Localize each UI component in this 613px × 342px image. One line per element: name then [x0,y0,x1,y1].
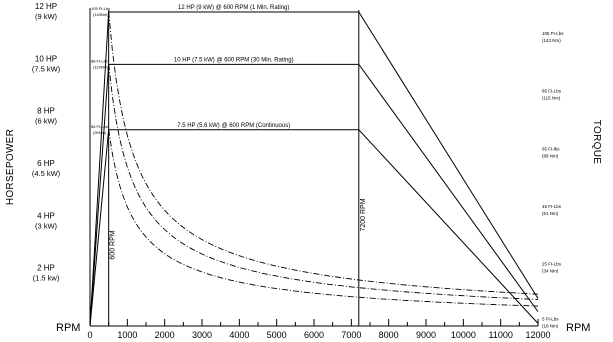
left-tick-kw-label: (4.5 kW) [32,169,61,178]
rpm-marker-group: 600 RPM 7200 RPM [108,10,367,326]
right-tick-group: 5 Ft-Lbs (18 Nm) 25 Ft-Lbs (34 Nm) 45 Ft-Lbs… [542,31,564,328]
series-label-group: 12 HP (9 kW) @ 600 RPM (1 Min. Rating) 10… [91,5,294,135]
right-tick-torque-label: 85 Ft-Lbs [542,89,562,94]
right-tick-torque-label: 65 Ft-lbs [542,146,560,151]
torque-peak-sublabel: (143Nm) [93,12,109,17]
right-tick-nm-label: (34 Nm) [542,268,559,273]
x-tick-label: 7000 [341,330,361,340]
x-tick-label: 4000 [229,330,249,340]
torque-peak-label: 66 Ft-Lbs [91,124,108,129]
x-tick-label: 6000 [304,330,324,340]
torque-curve-line [108,11,539,295]
left-tick-kw-label: (3 kW) [35,221,58,230]
x-axis-title-right: RPM [566,322,590,334]
left-tick-hp-label: 10 HP [35,54,57,63]
left-tick-kw-label: (9 kW) [35,12,58,21]
x-tick-label: 8000 [379,330,399,340]
left-tick-kw-label: (7.5 kW) [32,64,61,73]
right-tick-nm-label: (88 Nm) [542,153,559,158]
torque-peak-sublabel: (90Nm) [93,130,107,135]
x-axis-title-left: RPM [56,322,80,334]
left-tick-hp-label: 4 HP [37,211,55,220]
torque-curve-line [108,64,539,300]
x-tick-label: 12000 [525,330,550,340]
torque-peak-label: 105 Ft-Lbs [91,6,110,11]
torque-peak-label: 88 Ft-Lbs [91,58,108,63]
right-tick-nm-label: (18 Nm) [542,323,559,328]
x-tick-label: 0 [87,330,92,340]
right-axis-title: TORQUE [591,120,602,164]
x-tick-label: 1000 [117,330,137,340]
right-tick-nm-label: (115 Nm) [542,96,561,101]
torque-curve-line [108,129,539,307]
right-tick-torque-label: 45 Ft-Lbs [542,204,562,209]
left-axis-title: HORSEPOWER [5,129,16,205]
power-curve-line [89,11,539,327]
rpm-marker-label: 7200 RPM [360,198,367,231]
power-curve-label: 7.5 HP (5.6 kW) @ 600 RPM (Continuous) [177,123,290,129]
x-tick-group: 0 1000 2000 3000 4000 5000 6000 7000 8000 9000 100… [87,319,551,340]
left-tick-hp-label: 8 HP [37,107,55,116]
x-tick-label: 9000 [416,330,436,340]
right-tick-nm-label: (61 Nm) [542,211,559,216]
x-tick-label: 11000 [488,330,512,340]
right-tick-nm-label: (143 Nm) [542,38,561,43]
power-curve-line [89,129,539,327]
x-tick-label: 10000 [451,330,476,340]
power-curve-label: 10 HP (7.5 kW) @ 600 RPM (30 Min. Rating… [174,57,294,63]
chart-axes [89,8,538,327]
x-tick-label: 3000 [192,330,212,340]
left-tick-hp-label: 6 HP [37,159,55,168]
left-tick-hp-label: 12 HP [35,2,57,11]
torque-curve-group [108,11,539,307]
series-group [89,11,539,327]
left-tick-hp-label: 2 HP [37,264,55,273]
right-tick-torque-label: 25 Ft-Lbs [542,261,562,266]
torque-peak-sublabel: (119Nm) [93,64,109,69]
x-tick-label: 2000 [155,330,175,340]
right-tick-torque-label: 5 Ft-Lbs [542,316,559,321]
power-curve-line [89,63,539,327]
left-tick-group: 2 HP(1.5 kw) 4 HP(3 kW) 6 HP(4.5 kW) 8 HP(6… [32,2,61,283]
left-tick-kw-label: (1.5 kw) [33,274,60,283]
left-tick-kw-label: (6 kW) [35,117,58,126]
rpm-marker-label: 600 RPM [110,230,117,259]
x-tick-label: 5000 [267,330,287,340]
power-curve-label: 12 HP (9 kW) @ 600 RPM (1 Min. Rating) [178,5,289,11]
right-tick-torque-label: 105 Ft-Lbs [542,31,564,36]
